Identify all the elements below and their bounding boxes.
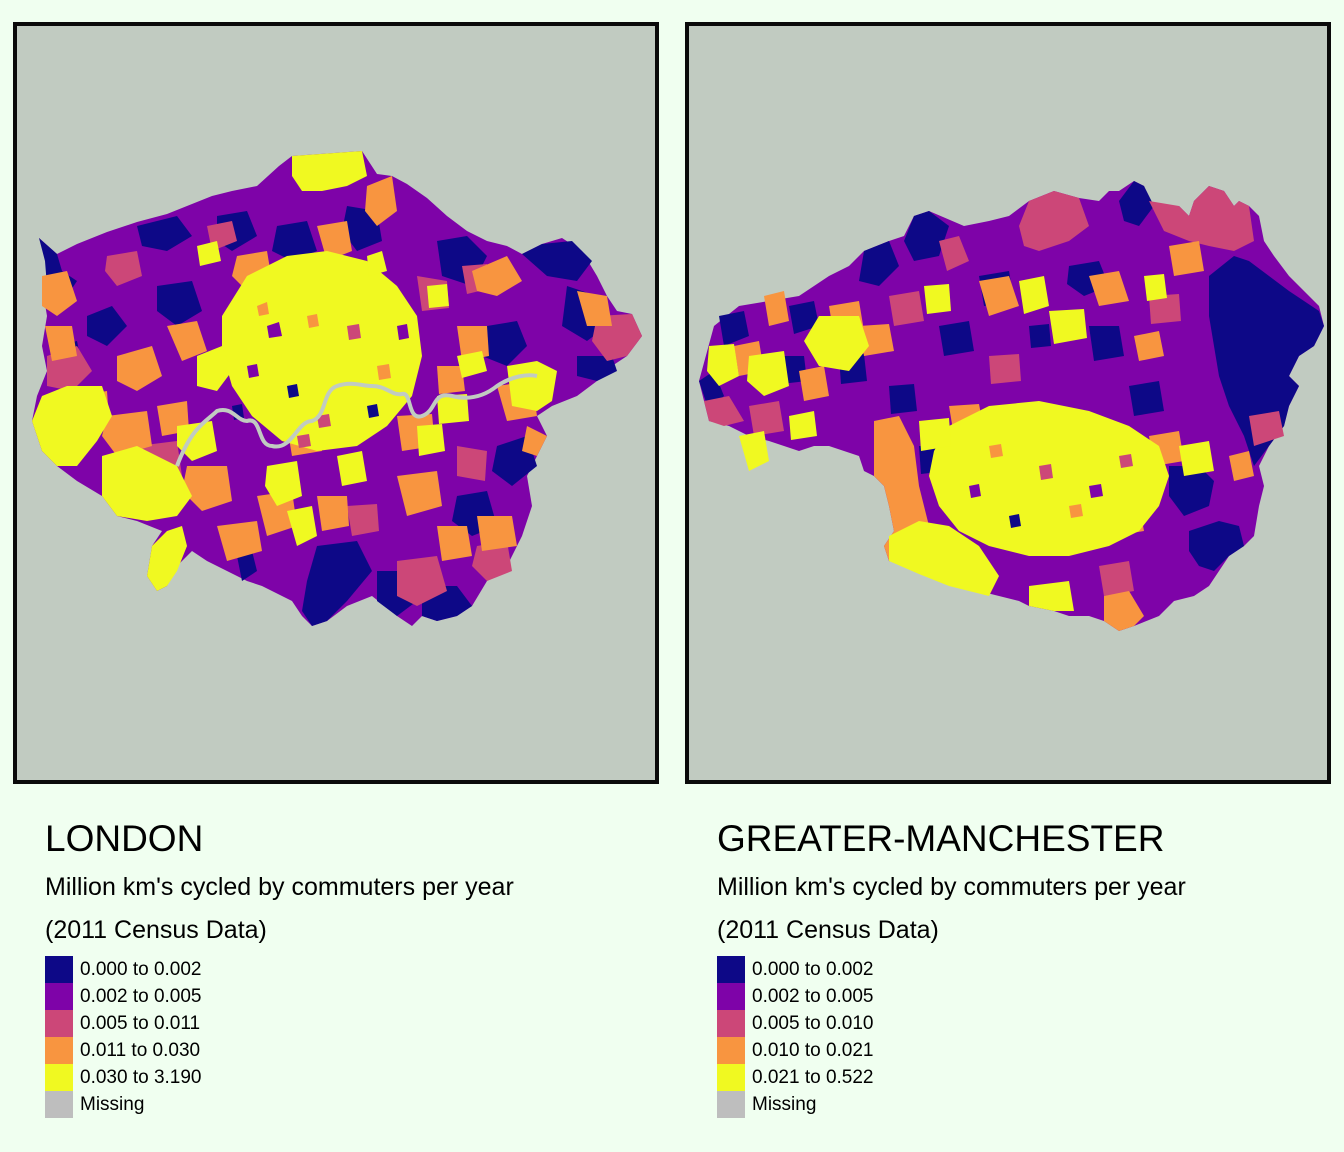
legend-label: 0.011 to 0.030 xyxy=(80,1039,201,1061)
map-subtitle: Million km's cycled by commuters per yea… xyxy=(717,873,1186,901)
manchester-class-2-regions xyxy=(704,186,1284,596)
legend-item: Missing xyxy=(45,1091,202,1118)
legend-item: 0.010 to 0.021 xyxy=(717,1037,874,1064)
legend-swatch xyxy=(717,1064,745,1091)
map-title: LONDON xyxy=(45,818,204,859)
legend-label: 0.000 to 0.002 xyxy=(752,958,874,980)
legend-item: 0.000 to 0.002 xyxy=(45,956,202,983)
legend-label: Missing xyxy=(752,1093,817,1115)
map-title: GREATER-MANCHESTER xyxy=(717,818,1165,859)
legend-item: 0.030 to 3.190 xyxy=(45,1064,202,1091)
london-choropleth-map xyxy=(32,151,642,626)
legend-label: 0.021 to 0.522 xyxy=(752,1066,874,1088)
legend-swatch xyxy=(45,1091,73,1118)
legend-item: 0.000 to 0.002 xyxy=(717,956,874,983)
legend-item: 0.011 to 0.030 xyxy=(45,1037,202,1064)
legend-swatch xyxy=(717,1010,745,1037)
legend-item: 0.005 to 0.011 xyxy=(45,1010,202,1037)
manchester-panel: GREATER-MANCHESTER Million km's cycled b… xyxy=(672,0,1344,1152)
legend-item: 0.002 to 0.005 xyxy=(45,983,202,1010)
legend-label: 0.010 to 0.021 xyxy=(752,1039,874,1061)
legend-item: 0.002 to 0.005 xyxy=(717,983,874,1010)
legend-item: Missing xyxy=(717,1091,874,1118)
london-map-frame xyxy=(13,22,659,784)
legend-item: 0.021 to 0.522 xyxy=(717,1064,874,1091)
map-subtitle-source: (2011 Census Data) xyxy=(717,916,939,944)
legend-label: 0.005 to 0.010 xyxy=(752,1012,874,1034)
london-panel: LONDON Million km's cycled by commuters … xyxy=(13,22,659,1118)
manchester-fragment-regions xyxy=(969,444,1133,528)
map-subtitle: Million km's cycled by commuters per yea… xyxy=(45,873,514,901)
legend-swatch xyxy=(717,1091,745,1118)
legend-label: 0.002 to 0.005 xyxy=(80,985,202,1007)
legend-item: 0.005 to 0.010 xyxy=(717,1010,874,1037)
legend-swatch xyxy=(717,956,745,983)
legend-swatch xyxy=(45,1010,73,1037)
legend-label: 0.000 to 0.002 xyxy=(80,958,202,980)
legend-label: 0.030 to 3.190 xyxy=(80,1066,202,1088)
legend-label: 0.005 to 0.011 xyxy=(80,1012,201,1034)
london-class-4-regions xyxy=(32,151,557,591)
legend-swatch xyxy=(717,983,745,1010)
legend-label: Missing xyxy=(80,1093,145,1115)
legend-swatch xyxy=(717,1037,745,1064)
london-fragment-regions xyxy=(232,302,409,448)
river-thames xyxy=(175,373,538,467)
map-legend: 0.000 to 0.002 0.002 to 0.005 0.005 to 0… xyxy=(45,956,202,1118)
manchester-map-frame xyxy=(685,22,1331,784)
map-subtitle-source: (2011 Census Data) xyxy=(45,916,267,944)
manchester-choropleth-map xyxy=(699,181,1324,631)
legend-swatch xyxy=(45,983,73,1010)
legend-label: 0.002 to 0.005 xyxy=(752,985,874,1007)
legend-swatch xyxy=(45,1037,73,1064)
legend-swatch xyxy=(45,956,73,983)
legend-swatch xyxy=(45,1064,73,1091)
map-legend: 0.000 to 0.002 0.002 to 0.005 0.005 to 0… xyxy=(717,956,874,1118)
